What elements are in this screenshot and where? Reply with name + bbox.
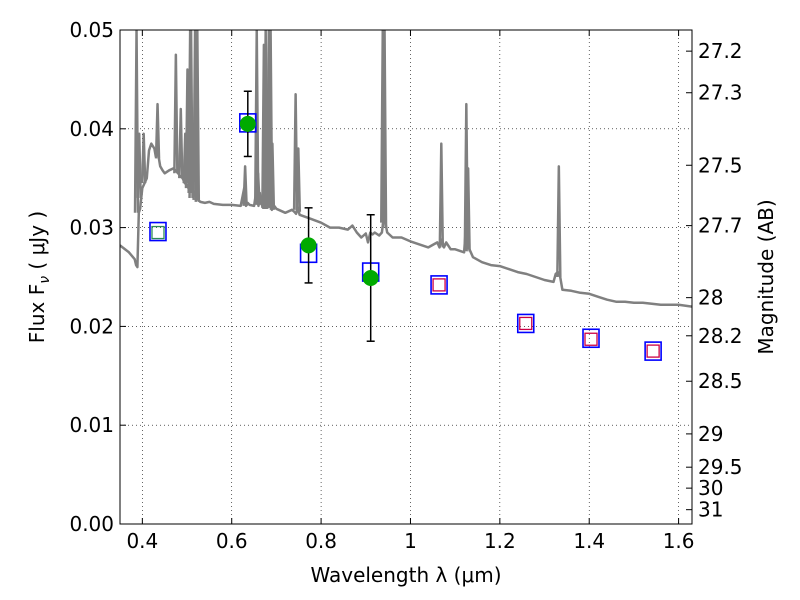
x-tick-label: 1.4: [573, 529, 605, 553]
emission-line-spike: [133, 30, 140, 213]
model-band-square: [582, 328, 600, 349]
data-layer: [120, 30, 692, 361]
y-tick-label: 0.02: [69, 314, 114, 338]
x-axis-label: Wavelength λ (μm): [310, 563, 501, 587]
model-band-square: [149, 221, 167, 242]
observed-flux-point: [300, 237, 317, 254]
mag-tick-label: 27.3: [698, 81, 743, 105]
y-tick-label: 0.04: [69, 117, 114, 141]
emission-line-spike: [295, 147, 302, 212]
mag-tick-label: 29: [698, 422, 723, 446]
model-band-square: [644, 341, 662, 361]
y-axis-label-subscript: ν: [37, 276, 53, 284]
emission-line-spike: [242, 165, 248, 206]
emission-line-spike: [255, 172, 261, 205]
mag-tick-label: 28: [698, 286, 723, 310]
mag-tick-label: 27.7: [698, 214, 743, 238]
emission-line-spike: [173, 53, 179, 174]
mag-tick-label: 28.2: [698, 324, 743, 348]
observed-flux-point: [239, 115, 256, 132]
y-tick-label: 0.01: [69, 413, 114, 437]
x-tick-label: 1.2: [484, 529, 516, 553]
emission-line-spike: [140, 132, 147, 184]
mag-tick-label: 31: [698, 498, 723, 522]
emission-line-spike: [194, 30, 201, 202]
filter-band-square: [151, 225, 165, 240]
x-tick-label: 1.6: [663, 529, 695, 553]
mag-tick-label: 30: [698, 476, 723, 500]
mag-tick-label: 27.5: [698, 153, 743, 177]
emission-line-spike: [253, 30, 260, 203]
plot-area: [120, 30, 692, 524]
emission-line-spike: [154, 102, 161, 159]
filter-band-square: [646, 344, 660, 358]
filter-band-square: [519, 316, 533, 331]
emission-line-spike: [136, 132, 142, 198]
y-tick-label: 0.03: [69, 216, 114, 240]
y-axis-label-text: Flux F: [25, 284, 49, 343]
emission-line-spike: [381, 30, 388, 228]
model-band-square: [430, 275, 448, 295]
x-tick-label: 0.8: [305, 529, 337, 553]
y-tick-label: 0.00: [69, 512, 114, 536]
y-tick-label: 0.05: [69, 18, 114, 42]
observed-flux-point: [362, 269, 379, 286]
plot-frame: [119, 29, 693, 525]
model-band-square: [516, 313, 535, 334]
emission-line-spike: [438, 142, 445, 248]
mag-tick-label: 29.5: [698, 455, 743, 479]
emission-line-spike: [188, 30, 194, 198]
emission-line-spike: [269, 142, 276, 210]
y2-axis-label: Magnitude (AB): [754, 199, 778, 354]
y-axis-label-unit: ( μJy ): [25, 211, 49, 276]
x-tick-label: 0.6: [216, 529, 248, 553]
x-tick-label: 0.4: [126, 529, 158, 553]
ticks: 0.4 0.6 0.8 1 1.2 1.4 1.6 0.00 0.01 0.02 0.03 0.04 0…: [69, 18, 742, 553]
emission-line-spike: [556, 165, 562, 278]
mag-tick-label: 27.2: [698, 39, 743, 63]
filter-band-square: [432, 278, 446, 292]
mag-tick-label: 28.5: [698, 369, 743, 393]
x-tick-label: 1: [404, 529, 417, 553]
y-axis-label: Flux Fν ( μJy ): [25, 211, 53, 343]
emission-line-spike: [465, 167, 471, 252]
filter-band-square: [584, 332, 598, 346]
emission-line-spike: [178, 107, 184, 179]
